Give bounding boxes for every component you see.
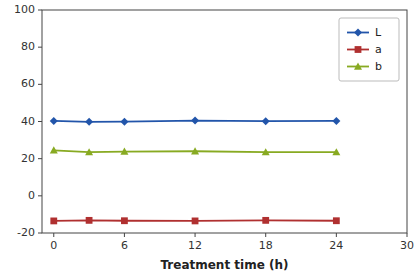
x-tick	[53, 233, 54, 237]
y-tick-label: -20	[17, 226, 35, 239]
legend-label: L	[375, 26, 382, 39]
x-axis-label: Treatment time (h)	[160, 258, 288, 272]
point	[262, 148, 270, 155]
x-tick-label: 30	[400, 239, 414, 252]
y-tick	[38, 158, 42, 159]
point	[86, 217, 93, 224]
y-tick-label: 60	[21, 77, 35, 90]
point	[262, 217, 269, 224]
x-tick	[265, 233, 266, 237]
legend-marker	[354, 29, 362, 37]
point	[332, 117, 340, 125]
y-tick-label: 20	[21, 152, 35, 165]
y-tick	[38, 233, 42, 234]
y-tick-label: 40	[21, 115, 35, 128]
point	[121, 217, 128, 224]
x-tick-label: 12	[188, 239, 202, 252]
point	[50, 218, 57, 225]
x-tick	[336, 233, 337, 237]
point	[191, 117, 199, 125]
point	[332, 148, 340, 155]
point	[333, 217, 340, 224]
legend-label: a	[375, 43, 382, 56]
point	[50, 146, 58, 153]
point	[120, 118, 128, 126]
x-tick-label: 24	[329, 239, 343, 252]
legend-label: b	[375, 60, 382, 73]
y-tick	[38, 121, 42, 122]
point	[120, 148, 128, 155]
y-tick-label: 0	[28, 189, 35, 202]
x-tick	[407, 233, 408, 237]
y-tick-label: 100	[14, 3, 35, 16]
x-tick-label: 0	[50, 239, 57, 252]
point	[85, 118, 93, 126]
legend-box	[339, 18, 399, 81]
data	[50, 117, 341, 225]
point	[262, 117, 270, 125]
point	[85, 148, 93, 155]
plot-frame	[42, 10, 407, 233]
x-tick-label: 18	[259, 239, 273, 252]
y-tick	[38, 84, 42, 85]
point	[50, 117, 58, 125]
legend-marker	[354, 63, 362, 70]
y-tick	[38, 47, 42, 48]
legend: Lab	[339, 18, 399, 81]
y-tick	[38, 10, 42, 11]
x-tick	[195, 233, 196, 237]
y-tick-label: 80	[21, 40, 35, 53]
page: {"chart_data": {"type": "line", "xlabel"…	[0, 0, 419, 277]
axes: -20 0 20 40 60 80 100 0 6 12 18 24 30	[14, 3, 414, 252]
point	[191, 147, 199, 154]
point	[192, 218, 199, 225]
x-tick-label: 6	[121, 239, 128, 252]
chart: -20 0 20 40 60 80 100 0 6 12 18 24 30 Treatment time …	[0, 0, 419, 277]
y-tick	[38, 195, 42, 196]
x-tick	[124, 233, 125, 237]
legend-marker	[355, 46, 362, 53]
